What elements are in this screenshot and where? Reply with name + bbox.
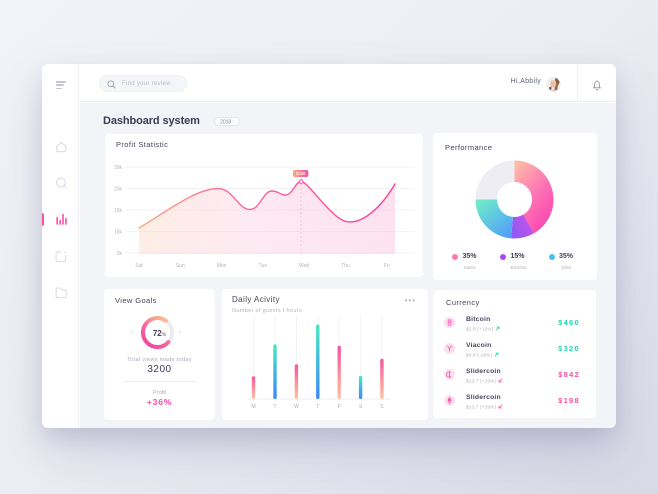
- svg-text:F: F: [338, 404, 341, 410]
- svg-text:15k: 15k: [114, 208, 123, 214]
- svg-text:Fri: Fri: [384, 263, 390, 269]
- svg-text:Wed: Wed: [299, 263, 309, 269]
- svg-text:Sun: Sun: [176, 263, 185, 269]
- svg-text:5k: 5k: [117, 251, 123, 257]
- svg-text:Mon: Mon: [217, 263, 227, 269]
- svg-text:W: W: [294, 404, 299, 410]
- svg-text:S: S: [380, 404, 384, 410]
- svg-text:$300: $300: [296, 171, 306, 176]
- svg-text:Sat: Sat: [135, 263, 143, 269]
- svg-text:Tue: Tue: [259, 263, 268, 269]
- svg-text:M: M: [251, 404, 255, 410]
- svg-text:10k: 10k: [114, 230, 123, 236]
- svg-text:20k: 20k: [114, 187, 123, 193]
- svg-text:T: T: [316, 404, 320, 410]
- svg-text:Thu: Thu: [341, 263, 350, 269]
- svg-text:30k: 30k: [114, 165, 123, 171]
- svg-text:S: S: [359, 404, 363, 410]
- svg-text:T: T: [273, 404, 277, 410]
